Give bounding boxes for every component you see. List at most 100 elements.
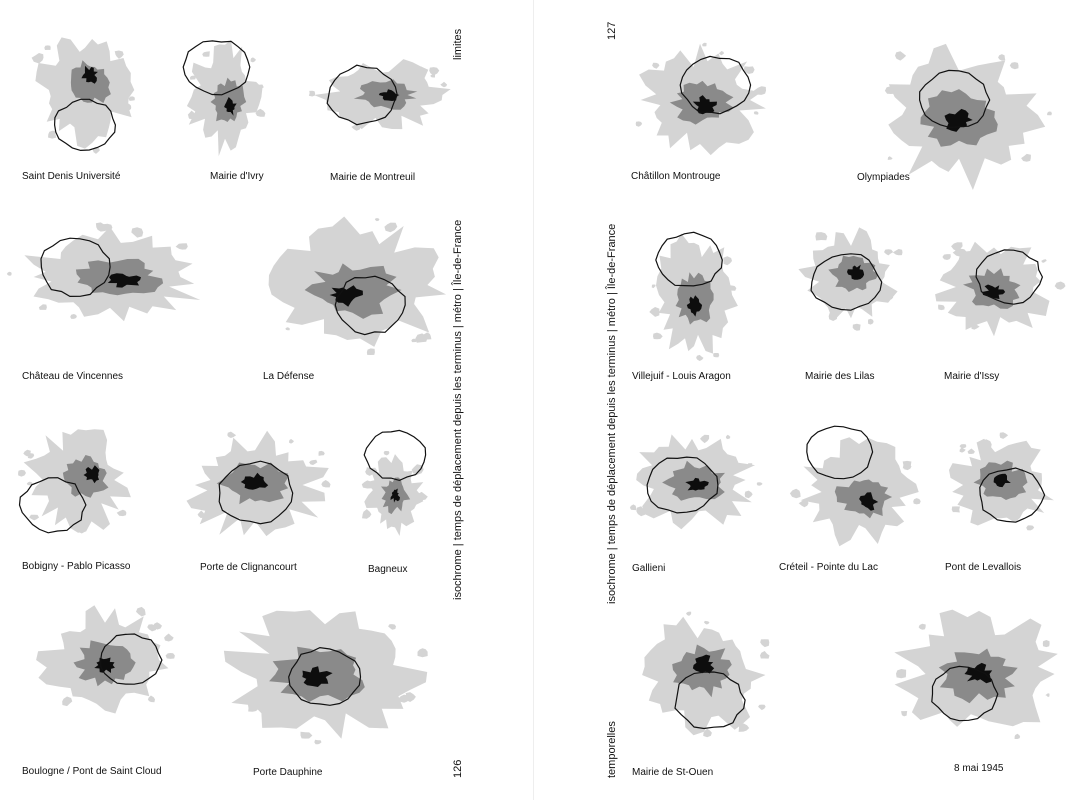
outer-zone-fragment bbox=[1054, 281, 1066, 290]
paris-outline bbox=[218, 460, 294, 525]
outer-zone-fragment bbox=[815, 232, 828, 241]
outer-zone-fragment bbox=[26, 481, 33, 486]
outer-zone-fragment bbox=[696, 354, 704, 361]
outer-zone-fragment bbox=[405, 692, 416, 702]
outer-zone-fragment bbox=[892, 249, 903, 256]
inner-zone bbox=[692, 95, 717, 115]
iso-map-body bbox=[649, 231, 738, 361]
inner-zone bbox=[692, 654, 715, 674]
outer-zone-fragment bbox=[686, 611, 692, 616]
iso-map-body bbox=[894, 609, 1058, 739]
caption-saint-denis-universite: Saint Denis Université bbox=[22, 171, 121, 182]
outer-zone-fragment bbox=[1045, 693, 1050, 698]
isochrone-map-chatillon-montrouge bbox=[635, 42, 766, 156]
outer-zone-fragment bbox=[868, 318, 874, 325]
outer-zone-fragment bbox=[738, 723, 750, 732]
paris-outline bbox=[363, 429, 427, 482]
paris-outline bbox=[918, 69, 991, 128]
isochrone-map-saint-denis bbox=[31, 37, 135, 154]
spine-title-right: isochrome | temps de déplacement depuis … bbox=[606, 223, 618, 604]
paris-outline bbox=[979, 467, 1046, 523]
isochrone-map-pont-levallois bbox=[949, 432, 1054, 531]
iso-map-body bbox=[949, 432, 1054, 531]
isochrone-map-porte-dauphine bbox=[223, 610, 428, 745]
inner-zone bbox=[686, 295, 703, 317]
outer-zone-fragment bbox=[702, 42, 707, 47]
isochrone-map-la-defense bbox=[268, 216, 446, 355]
iso-map-body bbox=[798, 227, 903, 331]
outer-zone-fragment bbox=[44, 45, 51, 50]
page-number-left: 126 bbox=[452, 759, 464, 778]
iso-map-body bbox=[268, 216, 446, 355]
outer-zone-fragment bbox=[938, 304, 945, 311]
inner-zone bbox=[329, 285, 363, 307]
outer-zone-fragment bbox=[189, 75, 196, 80]
caption-villejuif-louis-aragon: Villejuif - Louis Aragon bbox=[632, 371, 731, 382]
outer-zone-fragment bbox=[38, 304, 47, 310]
outer-zone-fragment bbox=[417, 648, 428, 658]
outer-zone-fragment bbox=[411, 338, 418, 343]
inner-zone bbox=[847, 264, 865, 280]
outer-zone-fragment bbox=[175, 243, 188, 250]
outer-zone-fragment bbox=[31, 53, 44, 64]
iso-map-body bbox=[308, 59, 451, 131]
outer-zone-fragment bbox=[388, 624, 396, 630]
outer-zone-fragment bbox=[887, 156, 893, 160]
iso-map-body bbox=[223, 610, 428, 745]
iso-map-body bbox=[635, 42, 766, 156]
outer-zone-fragment bbox=[383, 451, 390, 456]
isochrone-map-chateau-vincennes bbox=[6, 222, 201, 322]
outer-zone-fragment bbox=[289, 439, 294, 444]
outer-zone-fragment bbox=[202, 51, 210, 57]
paris-outline bbox=[806, 425, 874, 480]
outer-zone-fragment bbox=[1026, 525, 1035, 531]
iso-map-body bbox=[36, 605, 175, 714]
caption-chatillon-montrouge: Châtillon Montrouge bbox=[631, 171, 721, 182]
outer-zone-fragment bbox=[959, 444, 967, 448]
outer-zone-fragment bbox=[285, 327, 290, 331]
isochrone-map-mairie-issy bbox=[935, 241, 1066, 337]
outer-zone-fragment bbox=[147, 695, 155, 703]
outer-zone-fragment bbox=[314, 739, 322, 745]
inner-zone bbox=[993, 473, 1011, 488]
outer-zone-fragment bbox=[852, 323, 861, 331]
right-page: 127 isochrome | temps de déplacement dep… bbox=[534, 0, 1067, 800]
outer-zone-fragment bbox=[6, 271, 12, 276]
isochrone-map-creteil bbox=[789, 425, 921, 547]
outer-zone-fragment bbox=[653, 332, 663, 340]
outer-zone-fragment bbox=[300, 731, 313, 739]
inner-zone bbox=[390, 488, 400, 503]
outer-zone-fragment bbox=[703, 728, 712, 738]
paris-outline bbox=[646, 456, 719, 514]
spine-title-left: isochrome | temps de déplacement depuis … bbox=[452, 219, 464, 600]
paris-outline bbox=[182, 40, 251, 96]
paris-outline bbox=[288, 646, 362, 706]
inner-zone bbox=[859, 492, 879, 511]
outer-zone-fragment bbox=[136, 606, 146, 617]
isochrone-map-bagneux bbox=[361, 429, 428, 536]
caption-mairie-st-ouen: Mairie de St-Ouen bbox=[632, 767, 714, 778]
outer-zone-fragment bbox=[959, 446, 966, 453]
outer-zone-fragment bbox=[1042, 640, 1050, 648]
page-number-right: 127 bbox=[606, 21, 618, 40]
outer-zone-fragment bbox=[713, 353, 720, 358]
outer-zone-fragment bbox=[440, 81, 448, 88]
outer-zone-fragment bbox=[411, 464, 424, 475]
paris-outline bbox=[334, 275, 406, 336]
isochrone-map-boulogne bbox=[36, 605, 175, 714]
paris-outline bbox=[40, 237, 111, 298]
outer-zone-fragment bbox=[1021, 153, 1031, 162]
inner-zone bbox=[240, 472, 269, 490]
outer-zone-fragment bbox=[725, 434, 731, 440]
outer-zone-fragment bbox=[131, 227, 144, 238]
caption-creteil-pointe-du-lac: Créteil - Pointe du Lac bbox=[779, 562, 878, 573]
isochrone-map-mairie-ivry bbox=[182, 40, 266, 157]
outer-zone-fragment bbox=[998, 54, 1006, 61]
isochrone-map-olympiades bbox=[884, 43, 1052, 191]
outer-zone-fragment bbox=[421, 332, 432, 340]
iso-map-body bbox=[884, 43, 1052, 191]
outer-zone-fragment bbox=[27, 452, 35, 459]
paris-outline bbox=[18, 477, 87, 534]
paris-outline bbox=[655, 231, 723, 287]
